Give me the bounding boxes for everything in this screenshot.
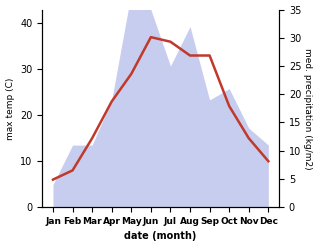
X-axis label: date (month): date (month) bbox=[124, 231, 197, 242]
Y-axis label: med. precipitation (kg/m2): med. precipitation (kg/m2) bbox=[303, 48, 313, 169]
Y-axis label: max temp (C): max temp (C) bbox=[5, 77, 15, 140]
